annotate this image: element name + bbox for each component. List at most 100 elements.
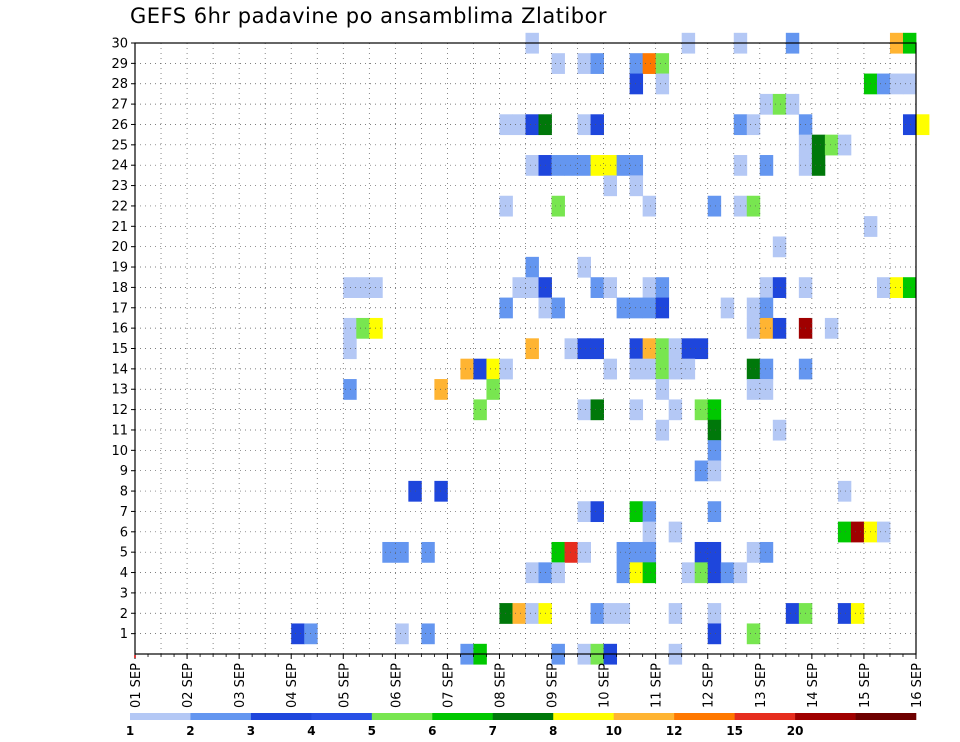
y-tick-label: 6	[120, 525, 128, 540]
heatmap-cell	[902, 277, 917, 298]
heatmap-cell	[577, 114, 591, 136]
x-tick-label: 04 SEP	[285, 663, 300, 708]
y-axis: 1234567891011121314151617181920212223242…	[111, 37, 135, 642]
legend-label: 10	[605, 724, 622, 738]
y-tick-label: 14	[111, 362, 128, 377]
x-tick-label: 16 SEP	[910, 663, 925, 708]
x-tick-label: 02 SEP	[181, 663, 196, 708]
legend-swatch	[311, 713, 373, 720]
heatmap-cell	[694, 338, 709, 360]
heatmap-cell	[759, 358, 774, 380]
heatmap-cell	[707, 440, 722, 461]
y-tick-label: 10	[111, 444, 128, 459]
x-tick-label: 07 SEP	[441, 663, 456, 708]
heatmap-cell	[460, 358, 474, 380]
y-tick-label: 15	[111, 342, 128, 357]
heatmap-cell	[837, 521, 852, 543]
heatmap-cell	[681, 338, 696, 360]
legend-swatch	[492, 713, 554, 720]
heatmap-cell	[837, 603, 852, 624]
heatmap-cell	[590, 501, 604, 523]
heatmap-cell	[642, 541, 657, 563]
y-tick-label: 5	[120, 546, 128, 561]
heatmap-cell	[577, 399, 591, 421]
heatmap-cell	[577, 155, 591, 176]
heatmap-cell	[772, 419, 787, 441]
legend-swatch	[190, 713, 252, 720]
heatmap-cell	[395, 623, 409, 645]
y-tick-label: 16	[111, 322, 128, 337]
heatmap-cell	[694, 562, 709, 584]
y-tick-label: 18	[111, 281, 128, 296]
heatmap-cell	[564, 338, 578, 360]
x-tick-label: 06 SEP	[389, 663, 404, 708]
heatmap-cell	[564, 155, 578, 176]
heatmap-cell	[707, 419, 722, 441]
heatmap-cell	[785, 93, 800, 115]
heatmap-cell	[551, 541, 565, 563]
x-tick-label: 03 SEP	[233, 663, 248, 708]
heatmap-cell	[642, 501, 657, 523]
heatmap-cell	[837, 134, 852, 156]
heatmap-cell	[577, 541, 591, 563]
heatmap-cell	[356, 277, 370, 298]
y-tick-label: 27	[111, 98, 128, 113]
heatmap-cell	[824, 317, 839, 339]
y-tick-label: 24	[111, 159, 128, 174]
x-tick-label: 11 SEP	[650, 663, 665, 708]
y-tick-label: 29	[111, 57, 128, 72]
legend-swatch	[855, 713, 917, 720]
heatmap-cell	[642, 195, 657, 217]
heatmap-cell	[759, 541, 774, 563]
heatmap-cell	[746, 297, 761, 319]
x-tick-label: 08 SEP	[493, 663, 508, 708]
heatmap-cell	[291, 623, 305, 645]
heatmap-cell	[434, 480, 448, 502]
heatmap-cell	[629, 53, 644, 74]
heatmap-cell	[642, 562, 657, 584]
y-tick-label: 2	[120, 607, 128, 622]
heatmap-cell	[616, 541, 631, 563]
heatmap-cell	[629, 297, 644, 319]
heatmap-cell	[590, 155, 604, 176]
heatmap-cell	[642, 297, 657, 319]
heatmap-cell	[499, 297, 513, 319]
y-tick-label: 7	[120, 505, 128, 520]
heatmap-cell	[707, 562, 722, 584]
legend-label: 8	[549, 724, 557, 738]
heatmap-cell	[720, 297, 735, 319]
heatmap-cell	[590, 277, 604, 298]
heatmap-cell	[837, 480, 852, 502]
heatmap-cell	[590, 399, 604, 421]
heatmap-cell	[512, 277, 526, 298]
heatmap-cell	[707, 623, 722, 645]
heatmap-cell	[746, 114, 761, 136]
chart-title: GEFS 6hr padavine po ansamblima Zlatibor	[130, 4, 608, 28]
heatmap-cell	[916, 114, 930, 136]
x-tick-label: 10 SEP	[598, 663, 613, 708]
y-tick-label: 30	[111, 37, 128, 52]
heatmap-cell	[655, 419, 670, 441]
heatmap-cell	[512, 114, 526, 136]
legend-label: 3	[247, 724, 255, 738]
heatmap-cell	[746, 358, 761, 380]
heatmap-cell	[655, 338, 670, 360]
heatmap-cell	[499, 358, 513, 380]
y-tick-label: 8	[120, 485, 128, 500]
y-tick-label: 12	[111, 403, 128, 418]
legend-swatch	[553, 713, 614, 720]
x-tick-label: 12 SEP	[702, 663, 717, 708]
legend-swatch	[130, 713, 191, 720]
heatmap-cell	[369, 277, 383, 298]
y-tick-label: 17	[111, 301, 128, 316]
heatmap-cell	[395, 541, 409, 563]
legend-label: 20	[787, 724, 804, 738]
legend-label: 6	[428, 724, 436, 738]
heatmap-cell	[577, 338, 591, 360]
heatmap-cell	[889, 277, 904, 298]
heatmap-cell	[772, 236, 787, 258]
heatmap-cell	[772, 277, 787, 298]
heatmap-cell	[629, 175, 644, 197]
heatmap-cell	[577, 501, 591, 523]
heatmap-cell	[655, 297, 670, 319]
